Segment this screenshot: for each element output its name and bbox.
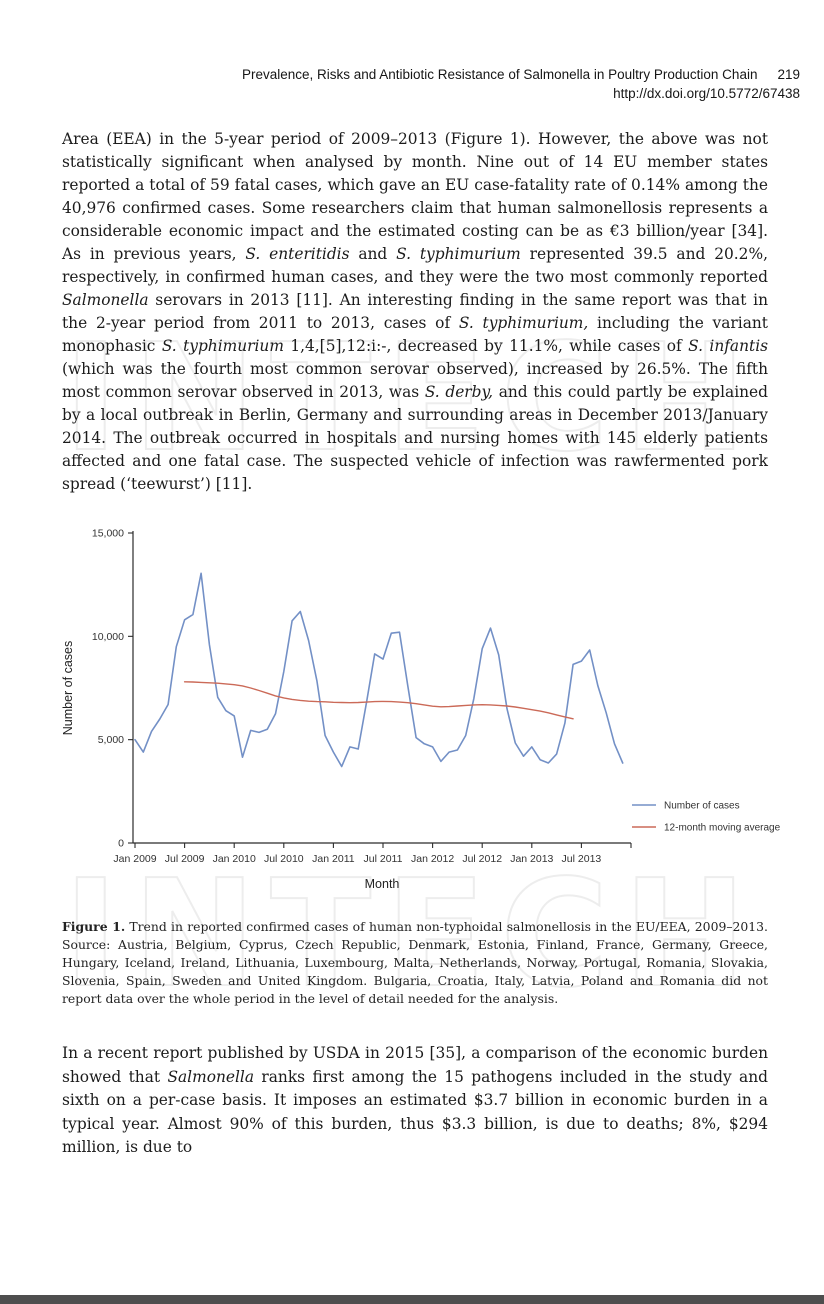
figure-1-chart: 0 5,000 10,000 15,000 Jan 2009 Jul 2009 Jan 20… (0, 500, 824, 900)
running-head-line1: Prevalence, Risks and Antibiotic Resista… (0, 65, 800, 84)
x-tick-label: Jul 2010 (264, 853, 304, 865)
running-head: Prevalence, Risks and Antibiotic Resista… (0, 65, 800, 103)
x-tick-label: Jan 2010 (213, 853, 256, 865)
x-tick-label: Jan 2012 (411, 853, 454, 865)
figure-1-caption: Figure 1. Trend in reported confirmed ca… (62, 919, 768, 1006)
x-tick-label: Jan 2011 (312, 853, 355, 865)
y-tick-label: 15,000 (92, 528, 124, 540)
x-tick-label: Jul 2009 (165, 853, 205, 865)
doi-text: http://dx.doi.org/10.5772/67438 (613, 86, 800, 101)
y-tick-label: 0 (118, 838, 124, 850)
line-chart: 0 5,000 10,000 15,000 Jan 2009 Jul 2009 Jan 20… (61, 528, 781, 892)
paragraph-2: In a recent report published by USDA in … (62, 1044, 768, 1156)
x-tick-label: Jul 2013 (562, 853, 602, 865)
x-tick-label: Jul 2012 (462, 853, 502, 865)
legend-label: 12-month moving average (664, 823, 781, 834)
legend-label: Number of cases (664, 801, 740, 812)
bottom-bar (0, 1295, 824, 1304)
series-line (134, 572, 624, 768)
chapter-title: Prevalence, Risks and Antibiotic Resista… (241, 67, 758, 82)
x-tick-label: Jan 2009 (113, 853, 156, 865)
y-tick-label: 5,000 (98, 734, 124, 746)
page-number: 219 (777, 67, 800, 82)
series-line (183, 681, 574, 720)
y-axis-title: Number of cases (61, 641, 75, 735)
x-tick-label: Jul 2011 (364, 853, 403, 865)
x-tick-label: Jan 2013 (510, 853, 553, 865)
paragraph-1: Area (EEA) in the 5-year period of 2009–… (62, 130, 769, 493)
y-tick-label: 10,000 (92, 631, 124, 643)
x-axis-title: Month (365, 877, 400, 891)
